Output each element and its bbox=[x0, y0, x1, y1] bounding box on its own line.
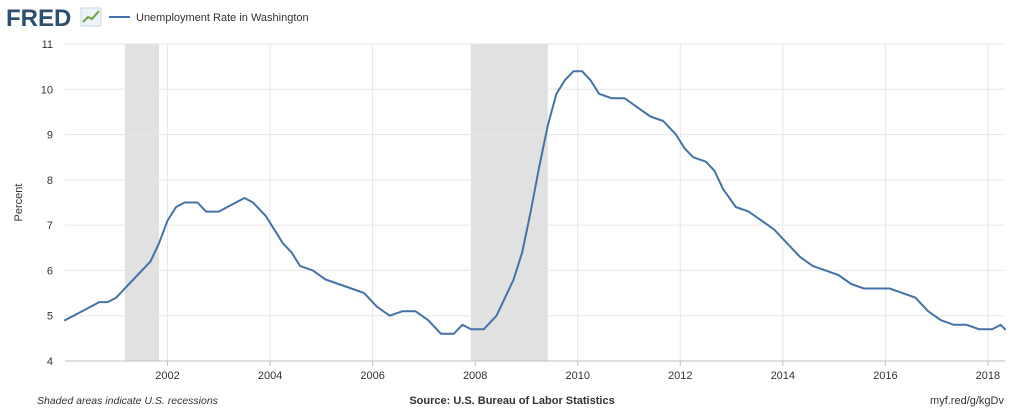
y-axis-label: Percent bbox=[13, 184, 25, 222]
y-tick-label: 10 bbox=[41, 84, 53, 96]
legend-label: Unemployment Rate in Washington bbox=[136, 12, 309, 24]
fred-logo-graph-icon bbox=[80, 7, 102, 27]
x-tick-label: 2016 bbox=[873, 370, 897, 382]
y-tick-labels: 4 5 6 7 8 9 10 11 bbox=[41, 39, 53, 368]
x-tick-label: 2002 bbox=[155, 370, 179, 382]
y-tick-label: 9 bbox=[47, 130, 53, 142]
y-tick-label: 11 bbox=[42, 39, 53, 51]
x-tick-label: 2018 bbox=[976, 370, 1000, 382]
source-text: Source: U.S. Bureau of Labor Statistics bbox=[409, 395, 614, 407]
grid-lines bbox=[65, 43, 1005, 366]
x-tick-label: 2008 bbox=[463, 370, 487, 382]
y-tick-label: 7 bbox=[47, 220, 53, 232]
recession-note: Shaded areas indicate U.S. recessions bbox=[37, 395, 219, 407]
fred-logo-text: FRED bbox=[6, 5, 71, 32]
y-tick-label: 4 bbox=[47, 356, 53, 368]
recession-band-1 bbox=[124, 44, 159, 361]
y-tick-label: 5 bbox=[47, 311, 53, 323]
series-lines bbox=[64, 70, 1006, 335]
x-tick-label: 2012 bbox=[668, 370, 692, 382]
legend: Unemployment Rate in Washington bbox=[109, 12, 309, 24]
x-tick-labels: 2002 2004 2006 2008 2010 2012 2014 2016 2018 bbox=[155, 370, 1000, 382]
x-tick-label: 2006 bbox=[360, 370, 384, 382]
y-tick-label: 6 bbox=[47, 265, 53, 277]
fred-logo[interactable]: FRED bbox=[6, 5, 102, 32]
recession-shading bbox=[124, 44, 548, 361]
x-tick-label: 2014 bbox=[771, 370, 795, 382]
x-tick-label: 2004 bbox=[258, 370, 282, 382]
short-url-link[interactable]: myf.red/g/kgDv bbox=[930, 395, 1004, 407]
y-tick-label: 8 bbox=[47, 175, 53, 187]
recession-band-2 bbox=[470, 44, 548, 361]
x-tick-label: 2010 bbox=[565, 370, 589, 382]
series-line-1 bbox=[64, 70, 1006, 335]
